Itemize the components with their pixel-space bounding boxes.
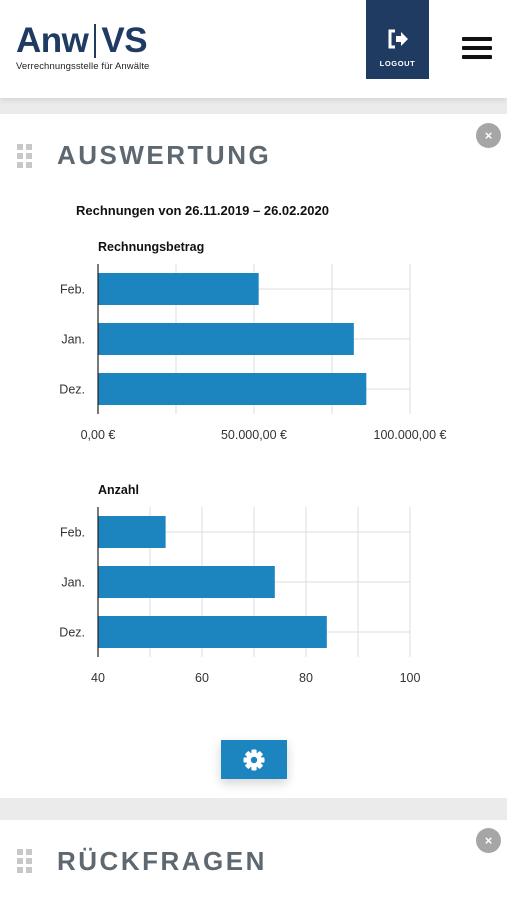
chart-title: Anzahl — [98, 483, 139, 497]
menu-button[interactable] — [462, 37, 492, 63]
close-icon[interactable]: × — [476, 123, 501, 148]
logout-button[interactable]: LOGOUT — [366, 0, 429, 79]
hamburger-icon-bar — [462, 37, 492, 41]
app-header: Anw VS Verrechnungsstelle für Anwälte LO… — [0, 0, 507, 98]
date-range-title: Rechnungen von 26.11.2019 – 26.02.2020 — [76, 203, 329, 218]
logout-label: LOGOUT — [379, 59, 416, 68]
x-tick-label: 100 — [400, 671, 421, 685]
x-tick-label: 100.000,00 € — [374, 428, 447, 442]
evaluation-card: AUSWERTUNG × Rechnungen von 26.11.2019 –… — [0, 114, 507, 798]
card-title: AUSWERTUNG — [57, 140, 272, 170]
close-icon[interactable]: × — [476, 828, 501, 853]
bar — [98, 616, 327, 648]
gear-icon — [243, 749, 265, 771]
x-tick-label: 60 — [195, 671, 209, 685]
logo-wordmark: Anw VS — [16, 22, 149, 60]
bar — [98, 323, 354, 355]
x-tick-label: 50.000,00 € — [221, 428, 287, 442]
bar — [98, 566, 275, 598]
chart-title: Rechnungsbetrag — [98, 240, 204, 254]
card-title: RÜCKFRAGEN — [57, 846, 267, 876]
logo-right-text: VS — [101, 21, 148, 60]
x-tick-label: 40 — [91, 671, 105, 685]
x-tick-label: 0,00 € — [81, 428, 116, 442]
drag-handle-icon[interactable] — [17, 849, 35, 873]
hamburger-icon-bar — [462, 46, 492, 50]
category-label: Jan. — [61, 576, 85, 590]
bar — [98, 373, 367, 405]
chart-settings-button[interactable] — [221, 740, 287, 779]
count-bar-chart: Anzahl Feb. Jan. Dez. 40 60 80 100 — [59, 483, 421, 685]
logo-subtitle: Verrechnungsstelle für Anwälte — [16, 61, 150, 72]
category-label: Feb. — [60, 526, 85, 540]
logo-left-text: Anw — [16, 21, 89, 60]
drag-handle-icon[interactable] — [17, 144, 35, 168]
category-label: Dez. — [59, 383, 85, 397]
sign-out-icon — [388, 29, 408, 49]
bar — [98, 516, 166, 548]
x-tick-label: 80 — [299, 671, 313, 685]
amount-bar-chart: Rechnungsbetrag Feb. Jan. Dez. 0,00 € 50.000,… — [59, 240, 447, 442]
hamburger-icon-bar — [462, 55, 492, 59]
category-label: Dez. — [59, 626, 85, 640]
queries-card: RÜCKFRAGEN × — [0, 820, 507, 900]
category-label: Jan. — [61, 333, 85, 347]
bar — [98, 273, 259, 305]
anwvs-logo[interactable]: Anw VS Verrechnungsstelle für Anwälte — [16, 22, 150, 73]
category-label: Feb. — [60, 283, 85, 297]
logo-divider — [94, 24, 97, 58]
